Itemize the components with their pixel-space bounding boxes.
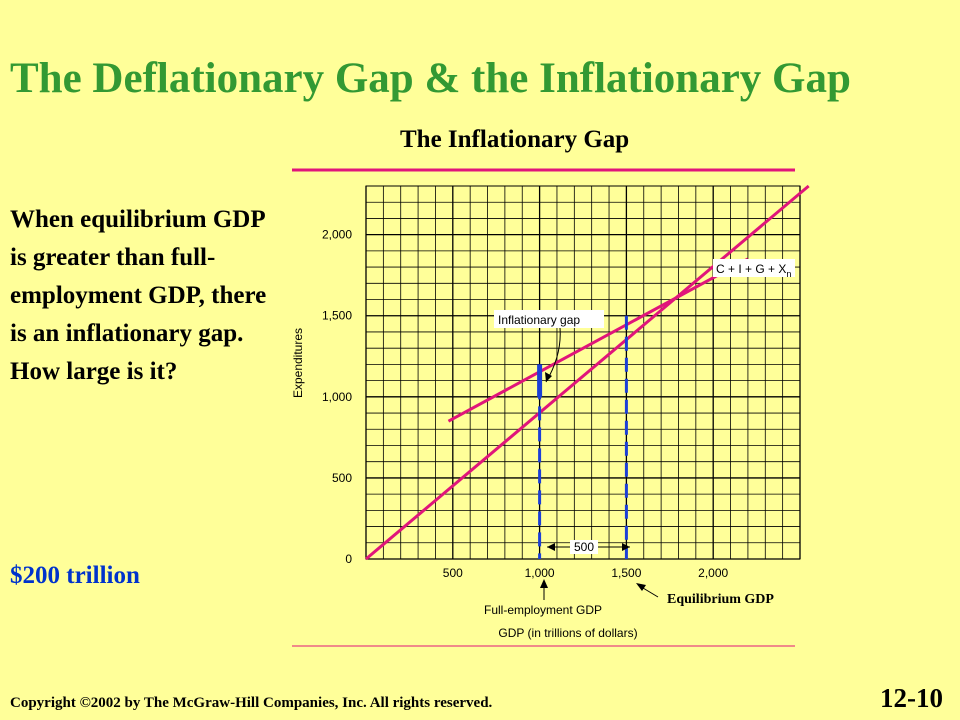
- tick-labels: 500 1,000 1,500 2,000 0 500 1,000 1,500 2,000: [322, 228, 729, 580]
- x-tick-label: 1,500: [611, 566, 641, 580]
- grid: [365, 185, 801, 560]
- distance-arrowhead-left: [547, 543, 555, 551]
- full-employment-label: Full-employment GDP: [484, 603, 602, 617]
- answer-text: $200 trillion: [10, 562, 140, 589]
- copyright-text: Copyright ©2002 by The McGraw-Hill Compa…: [10, 695, 493, 711]
- annotations: Inflationary gap 500 Full-employment GDP…: [291, 259, 795, 640]
- series-label: C + I + G + Xn: [716, 262, 791, 279]
- series: [365, 184, 810, 561]
- y-tick-label: 500: [332, 471, 352, 485]
- y-tick-label: 1,500: [322, 309, 352, 323]
- slide-title: The Deflationary Gap & the Inflationary …: [10, 55, 851, 102]
- x-tick-label: 500: [443, 566, 463, 580]
- line-45-degree: [365, 184, 810, 561]
- distance-arrowhead-right: [622, 543, 630, 551]
- y-tick-label: 1,000: [322, 390, 352, 404]
- inflationary-gap-arrowhead: [545, 372, 552, 382]
- y-tick-label: 2,000: [322, 228, 352, 242]
- markers: [537, 315, 628, 559]
- series-label-bg: [713, 259, 795, 277]
- distance-label: 500: [574, 540, 594, 554]
- inflationary-gap-label: Inflationary gap: [498, 313, 580, 327]
- x-axis-label: GDP (in trillions of dollars): [498, 626, 637, 640]
- inflationary-gap-label-bg: [494, 310, 604, 328]
- line-aggregate-expenditures: [447, 257, 749, 423]
- equilibrium-arrowhead: [636, 583, 646, 591]
- y-tick-label: 0: [345, 552, 352, 566]
- slide-number: 12-10: [880, 683, 943, 713]
- full-employment-arrowhead: [540, 579, 548, 588]
- x-tick-label: 1,000: [525, 566, 555, 580]
- chart-title: The Inflationary Gap: [400, 126, 630, 153]
- y-axis-label: Expenditures: [291, 328, 305, 398]
- question-text: When equilibrium GDP is greater than ful…: [10, 206, 267, 385]
- equilibrium-gdp-label: Equilibrium GDP: [667, 592, 774, 607]
- distance-label-bg: [570, 540, 598, 554]
- x-tick-label: 2,000: [698, 566, 728, 580]
